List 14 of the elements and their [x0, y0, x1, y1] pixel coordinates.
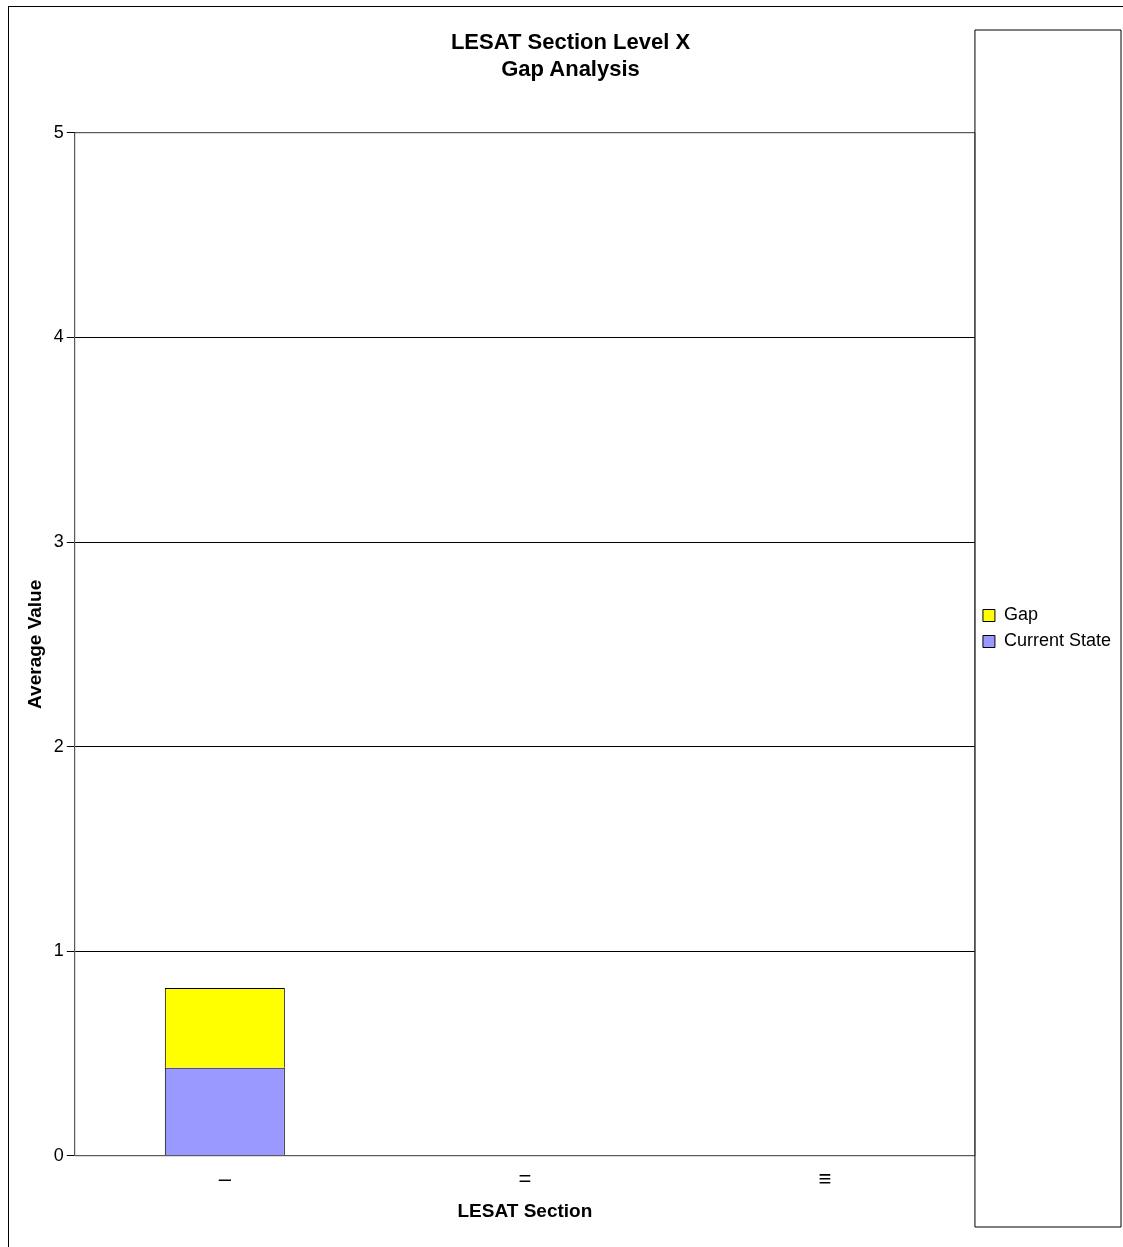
x-tick-label: – — [218, 1166, 232, 1192]
y-axis-title: Average Value — [23, 579, 45, 709]
x-tick-label: = — [518, 1166, 532, 1192]
legend-label: Gap — [1003, 604, 1038, 625]
y-tick-label: 0 — [53, 1144, 64, 1165]
y-tick-label: 1 — [53, 940, 64, 961]
y-tick-label: 3 — [53, 530, 64, 551]
x-tick-label: ≡ — [818, 1166, 832, 1192]
chart-title: LESAT Section Level X Gap Analysis — [450, 29, 691, 81]
y-tick-label: 2 — [53, 735, 64, 756]
x-axis-title: LESAT Section — [457, 1199, 593, 1221]
y-tick-label: 4 — [53, 326, 64, 347]
y-tick-label: 5 — [53, 121, 64, 142]
legend-label: Current State — [1003, 630, 1112, 651]
